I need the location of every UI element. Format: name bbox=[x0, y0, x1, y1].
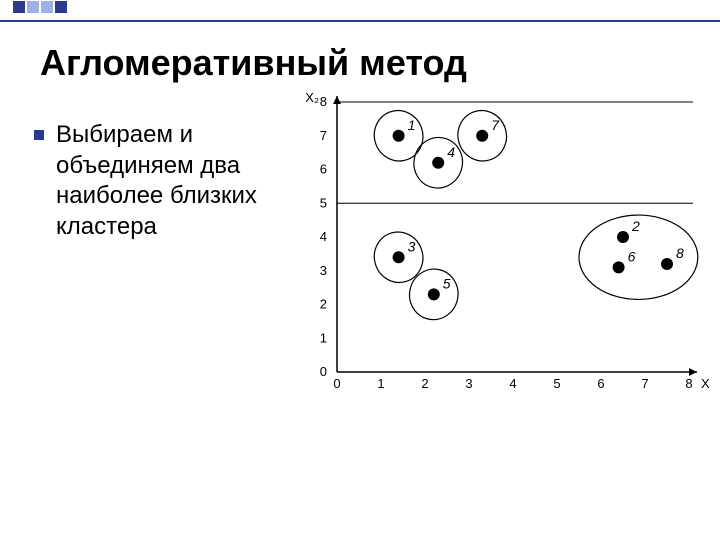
data-point bbox=[432, 157, 444, 169]
accent-sq bbox=[27, 1, 39, 13]
x-axis-label: X₁ bbox=[701, 376, 709, 391]
y-axis-label: X₂ bbox=[305, 90, 319, 105]
y-tick-label: 1 bbox=[320, 330, 327, 345]
data-point-label: 7 bbox=[491, 117, 500, 133]
y-axis-arrow bbox=[333, 96, 341, 104]
data-point bbox=[393, 251, 405, 263]
y-tick-label: 6 bbox=[320, 162, 327, 177]
y-tick-label: 4 bbox=[320, 229, 327, 244]
bullet-icon bbox=[34, 130, 44, 140]
data-point bbox=[476, 130, 488, 142]
cluster-chart: 0 1 2 3 4 5 6 7 8 0 1 2 3 4 5 6 7 8 X₁ X₂ 1 2 3 4 5 6 7 8 bbox=[293, 88, 709, 398]
x-tick-label: 8 bbox=[685, 376, 692, 391]
x-tick-label: 2 bbox=[421, 376, 428, 391]
accent-sq bbox=[41, 1, 53, 13]
x-tick-label: 0 bbox=[333, 376, 340, 391]
cluster-chart-svg: 0 1 2 3 4 5 6 7 8 0 1 2 3 4 5 6 7 8 X₁ X₂ 1 2 3 4 5 6 7 8 bbox=[293, 88, 709, 398]
data-point-label: 5 bbox=[443, 275, 451, 291]
data-point bbox=[661, 258, 673, 270]
slide-title: Агломеративный метод bbox=[40, 42, 467, 84]
x-tick-label: 6 bbox=[597, 376, 604, 391]
y-tick-label: 0 bbox=[320, 364, 327, 379]
data-point bbox=[428, 288, 440, 300]
accent-rule bbox=[0, 20, 720, 22]
x-tick-label: 7 bbox=[641, 376, 648, 391]
x-tick-label: 4 bbox=[509, 376, 516, 391]
slide-top-accent bbox=[0, 0, 720, 20]
data-point bbox=[617, 231, 629, 243]
bullet-item: Выбираем и объединяем два наиболее близк… bbox=[34, 120, 284, 243]
x-tick-label: 1 bbox=[377, 376, 384, 391]
bullet-text: Выбираем и объединяем два наиболее близк… bbox=[56, 120, 284, 243]
accent-sq bbox=[55, 1, 67, 13]
data-point bbox=[393, 130, 405, 142]
data-point-label: 6 bbox=[628, 248, 636, 264]
data-point-label: 4 bbox=[447, 144, 455, 160]
x-axis-arrow bbox=[689, 368, 697, 376]
y-tick-label: 7 bbox=[320, 128, 327, 143]
y-tick-label: 5 bbox=[320, 195, 327, 210]
x-tick-label: 5 bbox=[553, 376, 560, 391]
x-tick-label: 3 bbox=[465, 376, 472, 391]
accent-sq bbox=[13, 1, 25, 13]
y-tick-label: 2 bbox=[320, 297, 327, 312]
data-point-label: 8 bbox=[676, 245, 684, 261]
data-point bbox=[613, 261, 625, 273]
data-point-label: 3 bbox=[408, 238, 416, 254]
y-tick-label: 3 bbox=[320, 263, 327, 278]
accent-squares bbox=[12, 0, 82, 14]
slide-body: Выбираем и объединяем два наиболее близк… bbox=[34, 120, 284, 243]
data-point-label: 2 bbox=[631, 218, 640, 234]
y-tick-label: 8 bbox=[320, 94, 327, 109]
data-point-label: 1 bbox=[408, 117, 416, 133]
